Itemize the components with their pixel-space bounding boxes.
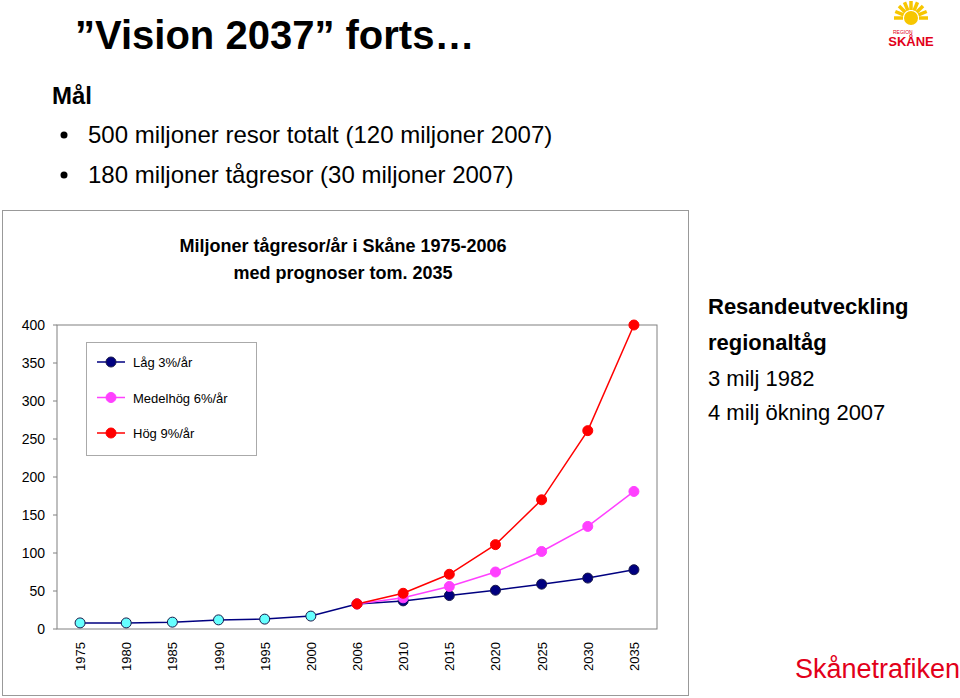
y-tick (53, 477, 57, 478)
x-tick-label: 1995 (258, 642, 273, 671)
chart-box (3, 211, 689, 696)
y-tick (53, 363, 57, 364)
legend-marker (106, 393, 116, 403)
annotation-title: Resandeutveckling (708, 294, 909, 319)
footer: Skånetrafiken (795, 654, 960, 684)
series-point (75, 618, 85, 628)
series-point (537, 546, 547, 556)
series-point (352, 599, 362, 609)
series-point (352, 599, 362, 609)
y-tick-label: 250 (22, 431, 46, 447)
y-tick (53, 515, 57, 516)
series-point (306, 611, 316, 621)
y-tick (53, 553, 57, 554)
bullet-dot (61, 132, 68, 139)
x-tick-label: 2020 (488, 642, 503, 671)
y-tick-label: 400 (22, 317, 46, 333)
annotation-line: 3 milj 1982 (708, 366, 814, 391)
logo-ray (895, 11, 903, 14)
series-point (444, 569, 454, 579)
y-tick-label: 350 (22, 355, 46, 371)
logo-ray (917, 6, 923, 12)
logo-text: SKÅNE (888, 34, 934, 49)
series-point (167, 617, 177, 627)
bullet: 180 miljoner tågresor (30 miljoner 2007) (88, 161, 514, 188)
legend-box (87, 343, 257, 456)
series-point (629, 486, 639, 496)
x-tick-label: 2010 (396, 642, 411, 671)
logo-ray (914, 2, 917, 10)
legend: Låg 3%/år Medelhög 6%/år Hög 9%/år (87, 343, 257, 456)
x-tick-label: 1980 (119, 642, 134, 671)
series-point (398, 588, 408, 598)
y-tick-label: 200 (22, 469, 46, 485)
series-point (537, 579, 547, 589)
plot-marks (75, 320, 639, 628)
annotation-title: regionaltåg (708, 330, 827, 355)
y-tick (53, 629, 57, 630)
logo-ray (909, 1, 913, 10)
heading: Mål (52, 82, 92, 109)
slide-title: ”Vision 2037” forts… (75, 13, 474, 57)
x-tick-label: 2015 (442, 642, 457, 671)
plot-frame (57, 325, 657, 629)
chart-subtitle: med prognoser tom. 2035 (233, 263, 452, 283)
series-line (80, 570, 634, 623)
series-point (490, 540, 500, 550)
legend-marker (106, 428, 116, 438)
series-point (352, 599, 362, 609)
y-tick-label: 100 (22, 545, 46, 561)
legend-label: Låg 3%/år (133, 355, 193, 370)
x-tick-label: 1985 (165, 642, 180, 671)
series-point (490, 567, 500, 577)
series-point (444, 581, 454, 591)
x-tick-label: 2035 (627, 642, 642, 671)
logo-sun (904, 11, 918, 25)
y-tick (53, 591, 57, 592)
logo-ray (919, 16, 928, 20)
x-tick-label: 1990 (212, 642, 227, 671)
legend-marker (106, 357, 116, 367)
x-tick-label: 2025 (535, 642, 550, 671)
y-tick (53, 439, 57, 440)
y-tick (53, 401, 57, 402)
chart-title: Miljoner tågresor/år i Skåne 1975-2006 (179, 236, 506, 256)
series-point (214, 615, 224, 625)
series-line (357, 491, 634, 603)
slide: ”Vision 2037” forts… Mål 500 miljoner reso… (0, 0, 960, 698)
legend-label: Medelhög 6%/år (133, 391, 228, 406)
y-tick-label: 0 (37, 621, 45, 637)
series-point (629, 320, 639, 330)
series-point (121, 618, 131, 628)
series-point (629, 565, 639, 575)
series-line (357, 325, 634, 604)
logo-ray (918, 11, 926, 14)
x-tick-label: 1975 (73, 642, 88, 671)
series-point (490, 585, 500, 595)
logo-ray (894, 16, 903, 20)
y-tick-label: 300 (22, 393, 46, 409)
series-point (583, 573, 593, 583)
series-point (583, 426, 593, 436)
logo-ray (904, 2, 907, 10)
logo: REGIONSKÅNE (888, 1, 934, 49)
bullet-dot (61, 172, 68, 179)
series-point (583, 521, 593, 531)
y-tick (53, 325, 57, 326)
x-tick-label: 2030 (581, 642, 596, 671)
y-tick-label: 50 (29, 583, 45, 599)
logo-ray (899, 6, 905, 12)
series-point (260, 614, 270, 624)
bullet: 500 miljoner resor totalt (120 miljoner … (88, 121, 552, 148)
annotation-line: 4 milj ökning 2007 (708, 400, 885, 425)
legend-label: Hög 9%/år (133, 426, 195, 441)
series-point (537, 495, 547, 505)
x-tick-label: 2000 (304, 642, 319, 671)
y-tick-label: 150 (22, 507, 46, 523)
x-tick-label: 2006 (350, 642, 365, 671)
series-point (444, 591, 454, 601)
